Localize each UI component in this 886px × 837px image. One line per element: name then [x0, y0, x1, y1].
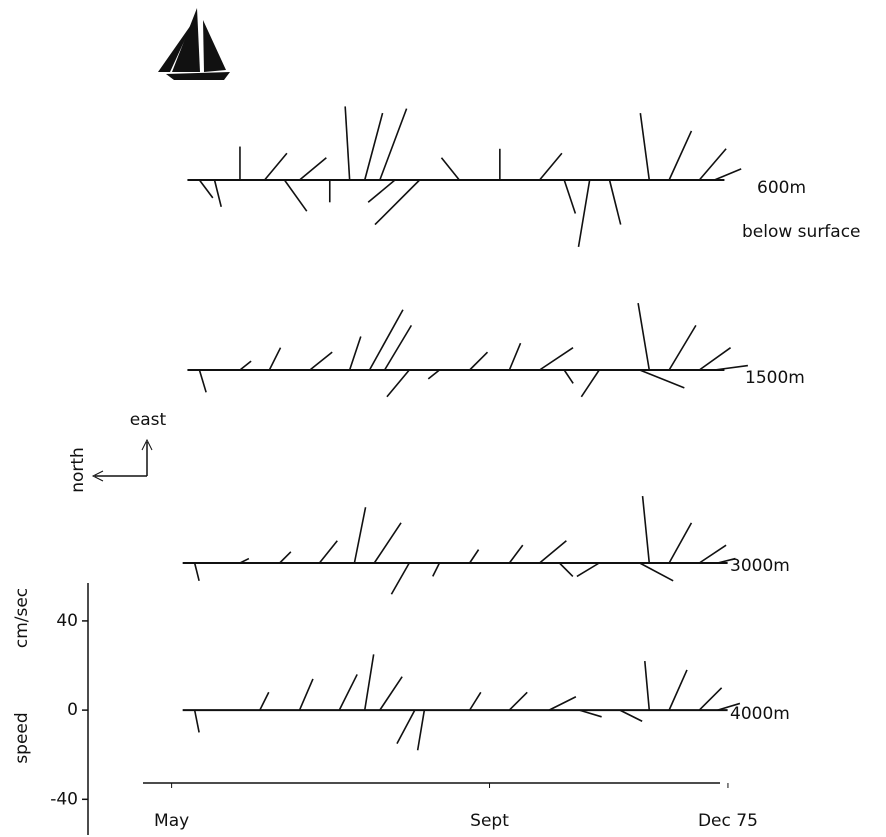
stick: [645, 661, 649, 710]
stick: [269, 348, 280, 370]
stick: [640, 113, 649, 180]
stick: [549, 697, 576, 710]
stick: [397, 710, 415, 743]
stick: [559, 563, 572, 576]
stick: [380, 109, 407, 180]
stick: [509, 692, 527, 710]
stick: [699, 348, 730, 370]
stick: [509, 545, 522, 563]
stick: [195, 710, 199, 732]
stick: [345, 106, 349, 180]
series-label: 3000m: [730, 556, 790, 576]
stick: [265, 153, 287, 180]
stick: [638, 303, 649, 370]
y-tick-label: 0: [67, 700, 78, 720]
stick: [280, 552, 291, 563]
compass-label: north: [68, 447, 88, 493]
stick: [391, 563, 409, 594]
stick: [300, 158, 327, 180]
y-axis-label: speed: [12, 712, 32, 763]
stick: [387, 370, 409, 397]
sailboat-icon: [158, 8, 230, 80]
stick: [385, 325, 412, 370]
stick: [509, 343, 520, 370]
chart: below surface east north speed cm/sec -4…: [0, 0, 886, 837]
stick: [339, 674, 357, 710]
stick: [699, 545, 726, 563]
stick: [579, 180, 590, 247]
stick: [199, 370, 206, 392]
stick: [470, 550, 479, 563]
series-label: 600m: [757, 178, 806, 198]
stick: [581, 370, 599, 397]
stick: [365, 113, 383, 180]
x-tick-label: Sept: [470, 811, 509, 831]
series-label: 1500m: [745, 368, 805, 388]
stick: [699, 688, 721, 710]
stick: [577, 563, 599, 576]
stick: [714, 169, 741, 180]
stick: [300, 679, 313, 710]
stick: [699, 149, 726, 180]
stick: [375, 180, 420, 225]
compass-label: east: [130, 410, 167, 430]
stick: [260, 692, 269, 710]
series-label: 4000m: [730, 704, 790, 724]
x-tick-label: May: [154, 811, 189, 831]
stick: [428, 370, 439, 379]
stick: [540, 348, 573, 370]
stick: [564, 180, 575, 213]
stick: [374, 523, 401, 563]
stick: [640, 370, 685, 388]
stick: [564, 370, 573, 383]
stick: [433, 563, 440, 576]
y-tick-label: 40: [56, 611, 78, 631]
stick: [418, 710, 425, 750]
stick: [195, 563, 199, 581]
stick: [284, 180, 306, 211]
stick: [669, 670, 687, 710]
stick: [368, 180, 395, 202]
stick: [470, 352, 488, 370]
stick: [579, 710, 601, 717]
stick: [669, 131, 691, 180]
stick: [714, 366, 747, 370]
stick: [199, 180, 212, 198]
stick: [380, 677, 402, 710]
stick: [669, 325, 696, 370]
stick: [540, 541, 567, 563]
stick: [365, 654, 374, 710]
stick: [310, 352, 332, 370]
y-tick-label: -40: [50, 789, 78, 809]
stick: [620, 710, 642, 721]
stick: [350, 337, 361, 370]
stick: [610, 180, 621, 225]
stick: [240, 361, 251, 370]
x-tick-label: Dec 75: [698, 811, 758, 831]
stick: [540, 153, 562, 180]
stick: [470, 692, 481, 710]
stick: [441, 158, 459, 180]
annotation: below surface: [742, 222, 861, 242]
stick: [643, 496, 650, 563]
y-axis-label: cm/sec: [12, 588, 32, 648]
stick: [669, 523, 691, 563]
stick: [319, 541, 337, 563]
stick: [215, 180, 222, 207]
stick: [354, 507, 365, 563]
stick: [370, 310, 403, 370]
stick: [640, 563, 673, 581]
